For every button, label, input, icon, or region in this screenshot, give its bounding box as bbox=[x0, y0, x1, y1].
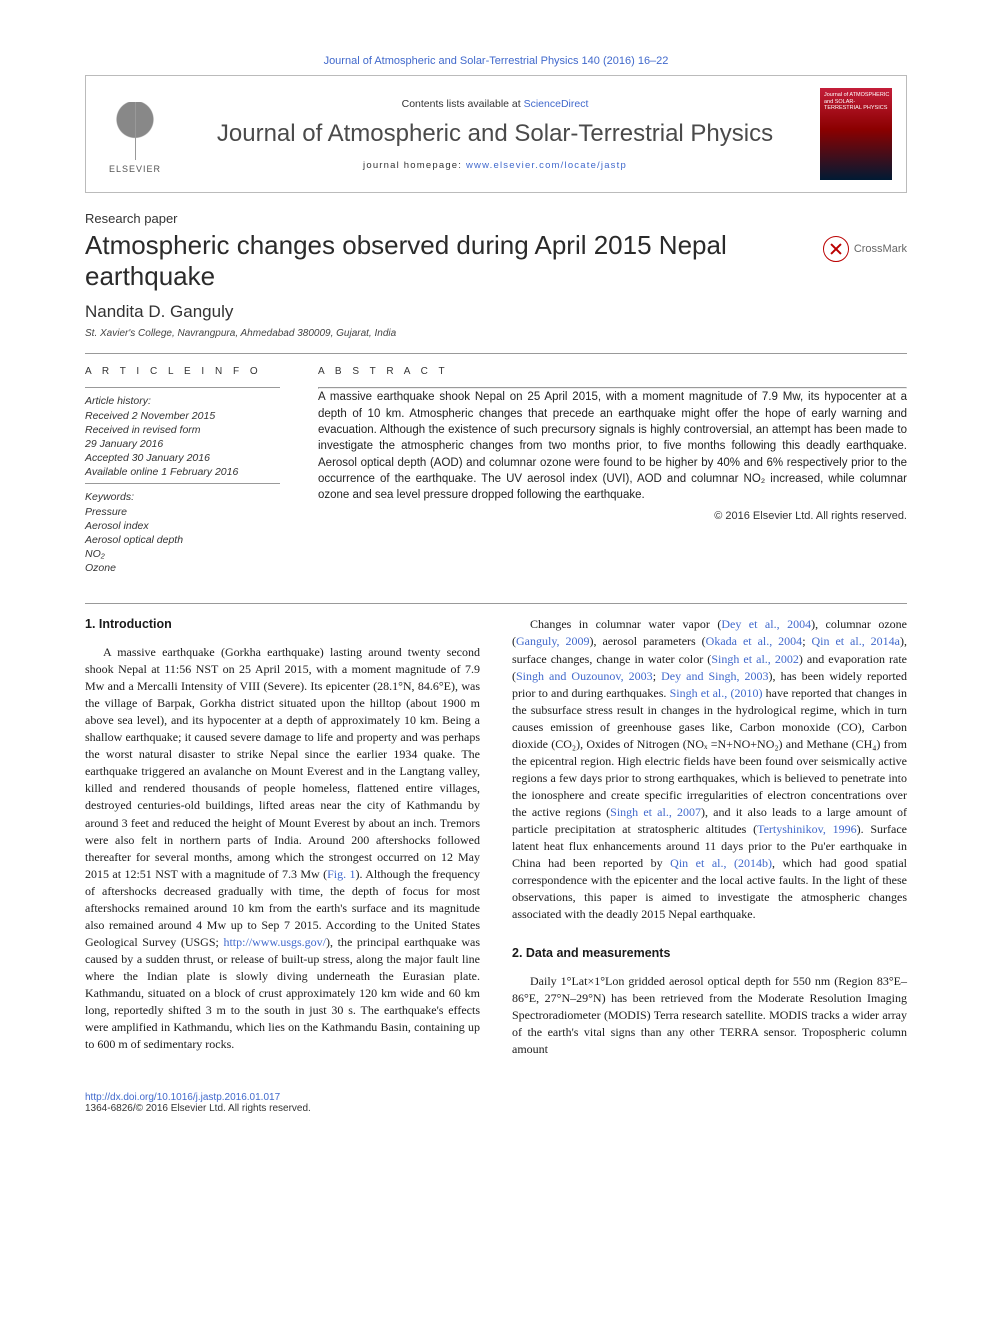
body-text: ; bbox=[653, 669, 661, 683]
citation-link[interactable]: Singh et al., 2002 bbox=[711, 652, 799, 666]
body-text: Changes in columnar water vapor ( bbox=[530, 617, 721, 631]
header-center: Contents lists available at ScienceDirec… bbox=[184, 98, 806, 171]
intro-paragraph-2: Changes in columnar water vapor (Dey et … bbox=[512, 616, 907, 923]
cover-label: Journal of ATMOSPHERIC and SOLAR-TERREST… bbox=[824, 92, 892, 112]
external-link[interactable]: http://www.usgs.gov/ bbox=[223, 935, 326, 949]
history-accepted: Accepted 30 January 2016 bbox=[85, 452, 210, 464]
history-revised1: Received in revised form bbox=[85, 424, 201, 436]
citation-link[interactable]: Singh et al., (2010) bbox=[670, 686, 763, 700]
body-text: ), the principal earthquake was caused b… bbox=[85, 935, 480, 1051]
citation-link[interactable]: Okada et al., 2004 bbox=[706, 634, 803, 648]
body-text: have reported that changes in the subsur… bbox=[512, 686, 907, 819]
crossmark-badge[interactable]: CrossMark bbox=[823, 236, 907, 262]
section-2-heading: 2. Data and measurements bbox=[512, 945, 907, 963]
keywords-label: Keywords: bbox=[85, 490, 280, 504]
sciencedirect-link[interactable]: ScienceDirect bbox=[524, 98, 589, 110]
history-received: Received 2 November 2015 bbox=[85, 410, 215, 422]
citation-link[interactable]: Singh et al., 2007 bbox=[610, 805, 701, 819]
body-column-right: Changes in columnar water vapor (Dey et … bbox=[512, 616, 907, 1067]
citation-link[interactable]: Tertyshinikov, 1996 bbox=[757, 822, 856, 836]
keyword: Ozone bbox=[85, 562, 116, 574]
history-label: Article history: bbox=[85, 395, 151, 407]
journal-citation-link[interactable]: Journal of Atmospheric and Solar-Terrest… bbox=[85, 55, 907, 67]
article-title: Atmospheric changes observed during Apri… bbox=[85, 230, 811, 292]
section-2-paragraph: Daily 1°Lat×1°Lon gridded aerosol optica… bbox=[512, 973, 907, 1058]
author-affiliation: St. Xavier's College, Navrangpura, Ahmed… bbox=[85, 328, 907, 339]
citation-link[interactable]: Ganguly, 2009 bbox=[516, 634, 590, 648]
author-name: Nandita D. Ganguly bbox=[85, 302, 907, 322]
divider bbox=[85, 603, 907, 604]
elsevier-tree-icon bbox=[104, 102, 166, 160]
issn-copyright: 1364-6826/© 2016 Elsevier Ltd. All right… bbox=[85, 1103, 907, 1114]
divider bbox=[85, 483, 280, 484]
homepage-line: journal homepage: www.elsevier.com/locat… bbox=[184, 160, 806, 171]
history-online: Available online 1 February 2016 bbox=[85, 466, 238, 478]
body-column-left: 1. Introduction A massive earthquake (Go… bbox=[85, 616, 480, 1067]
contents-line: Contents lists available at ScienceDirec… bbox=[184, 98, 806, 110]
keywords-block: Keywords: Pressure Aerosol index Aerosol… bbox=[85, 490, 280, 575]
divider bbox=[85, 387, 280, 388]
citation-link[interactable]: Singh and Ouzounov, 2003 bbox=[516, 669, 653, 683]
page-footer: http://dx.doi.org/10.1016/j.jastp.2016.0… bbox=[85, 1092, 907, 1114]
crossmark-label: CrossMark bbox=[854, 243, 907, 255]
journal-header: ELSEVIER Contents lists available at Sci… bbox=[85, 75, 907, 193]
body-text: A massive earthquake (Gorkha earthquake)… bbox=[85, 645, 480, 880]
citation-link[interactable]: Qin et al., (2014b) bbox=[670, 856, 772, 870]
article-info-label: A R T I C L E I N F O bbox=[85, 366, 280, 377]
elsevier-logo: ELSEVIER bbox=[100, 94, 170, 174]
figure-ref-link[interactable]: Fig. 1 bbox=[327, 867, 355, 881]
copyright-line: © 2016 Elsevier Ltd. All rights reserved… bbox=[318, 510, 907, 522]
citation-link[interactable]: Dey and Singh, 2003 bbox=[661, 669, 768, 683]
keyword: NO₂ bbox=[85, 548, 105, 560]
article-type: Research paper bbox=[85, 211, 907, 226]
article-info-col: A R T I C L E I N F O Article history: R… bbox=[85, 366, 280, 575]
section-1-heading: 1. Introduction bbox=[85, 616, 480, 634]
homepage-link[interactable]: www.elsevier.com/locate/jastp bbox=[466, 160, 627, 171]
journal-name: Journal of Atmospheric and Solar-Terrest… bbox=[184, 120, 806, 148]
keyword: Aerosol index bbox=[85, 520, 149, 532]
abstract-label: A B S T R A C T bbox=[318, 366, 907, 377]
doi-link[interactable]: http://dx.doi.org/10.1016/j.jastp.2016.0… bbox=[85, 1092, 907, 1103]
contents-prefix: Contents lists available at bbox=[402, 98, 524, 110]
keyword: Pressure bbox=[85, 506, 127, 518]
homepage-prefix: journal homepage: bbox=[363, 160, 466, 171]
abstract-text: A massive earthquake shook Nepal on 25 A… bbox=[318, 389, 907, 503]
abstract-col: A B S T R A C T A massive earthquake sho… bbox=[318, 366, 907, 575]
crossmark-icon bbox=[823, 236, 849, 262]
article-history: Article history: Received 2 November 201… bbox=[85, 394, 280, 479]
body-text: ), aerosol parameters ( bbox=[590, 634, 706, 648]
elsevier-label: ELSEVIER bbox=[109, 164, 161, 174]
intro-paragraph: A massive earthquake (Gorkha earthquake)… bbox=[85, 644, 480, 1053]
citation-link[interactable]: Qin et al., 2014a bbox=[811, 634, 900, 648]
divider bbox=[85, 353, 907, 354]
keyword: Aerosol optical depth bbox=[85, 534, 183, 546]
journal-cover-thumb: Journal of ATMOSPHERIC and SOLAR-TERREST… bbox=[820, 88, 892, 180]
history-revised2: 29 January 2016 bbox=[85, 438, 163, 450]
citation-link[interactable]: Dey et al., 2004 bbox=[721, 617, 811, 631]
